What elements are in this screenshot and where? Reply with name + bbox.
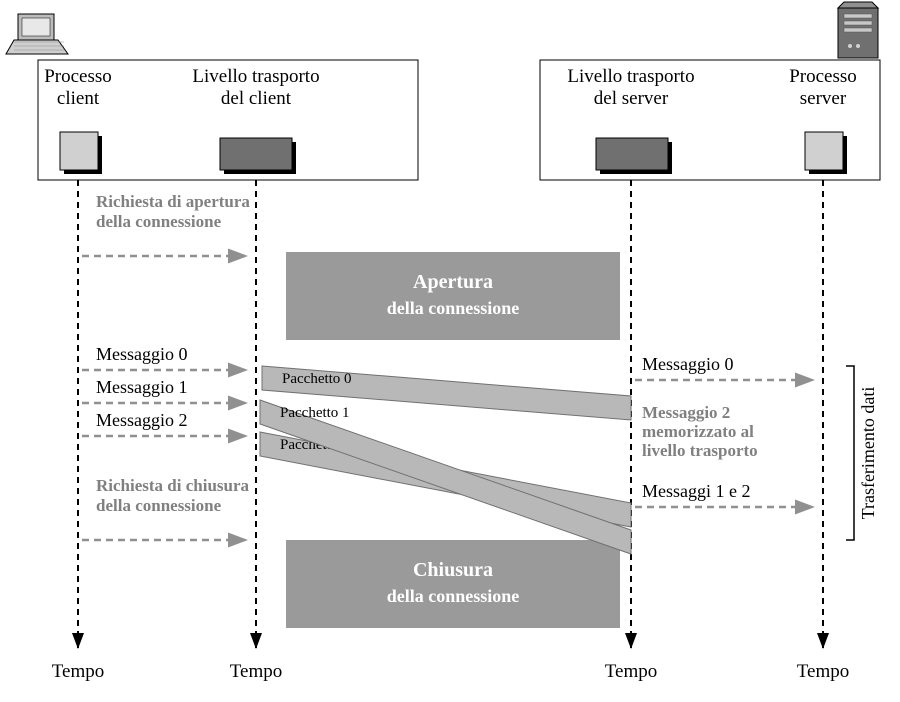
packet-label: Pacchetto 0 bbox=[282, 371, 352, 387]
phase-box-close bbox=[286, 540, 620, 628]
phase-title: Chiusura bbox=[413, 559, 493, 581]
message-right: Messaggio 0 bbox=[642, 354, 734, 374]
server-icon bbox=[838, 2, 878, 58]
gray-note: Richiesta di aperturadella connessione bbox=[96, 192, 250, 231]
time-label: Tempo bbox=[52, 661, 105, 682]
phase-title: Apertura bbox=[413, 271, 493, 293]
message-left: Messaggio 0 bbox=[96, 344, 188, 364]
time-label: Tempo bbox=[230, 661, 283, 682]
phase-box-open bbox=[286, 252, 620, 340]
laptop-icon bbox=[6, 14, 68, 54]
gray-note: Messaggio 2memorizzato allivello traspor… bbox=[642, 403, 758, 460]
phase-sub: della connessione bbox=[387, 298, 520, 318]
transfer-label: Trasferimento dati bbox=[858, 387, 878, 520]
gray-note: Richiesta di chiusuradella connessione bbox=[96, 476, 250, 515]
header-label: Processoclient bbox=[44, 66, 112, 109]
time-label: Tempo bbox=[605, 661, 658, 682]
transfer-bracket bbox=[846, 366, 854, 540]
message-left: Messaggio 2 bbox=[96, 410, 188, 430]
header-label: Livello trasportodel client bbox=[192, 66, 319, 109]
phase-sub: della connessione bbox=[387, 586, 520, 606]
header-label: Livello trasportodel server bbox=[567, 66, 694, 109]
time-label: Tempo bbox=[797, 661, 850, 682]
message-right: Messaggi 1 e 2 bbox=[642, 481, 750, 501]
packet-band bbox=[260, 400, 631, 554]
header-label: Processoserver bbox=[789, 66, 857, 109]
message-left: Messaggio 1 bbox=[96, 377, 188, 397]
packet-label: Pacchetto 1 bbox=[280, 405, 350, 421]
